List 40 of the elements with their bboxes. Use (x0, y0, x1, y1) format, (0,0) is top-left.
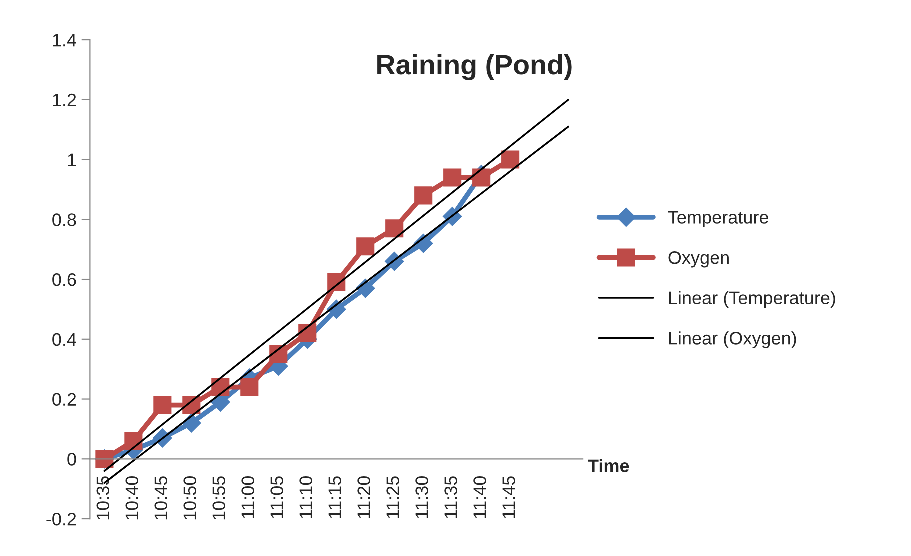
point (298, 324, 317, 342)
y-tick-label: 0.8 (52, 214, 76, 226)
y-tick-label: 0 (68, 453, 76, 466)
x-tick-label: 10:35 (96, 476, 110, 520)
legend-label: Linear (Temperature) (669, 291, 836, 308)
x-tick-label: 11:30 (416, 476, 428, 518)
point (444, 168, 462, 187)
point (124, 432, 143, 450)
x-tick-label: 10:45 (154, 476, 168, 520)
y-tick-label: 0.4 (52, 333, 76, 346)
x-tick-label: 11:45 (502, 476, 516, 518)
x-axis-title: Time (588, 459, 630, 472)
x-tick-label: 10:55 (212, 476, 226, 520)
y-tick-label: -0.2 (46, 512, 76, 526)
x-tick-label: 10:50 (184, 476, 197, 520)
point (414, 186, 433, 205)
legend-label: Oxygen (668, 251, 729, 268)
x-tick-label: 11:35 (444, 476, 458, 518)
point (472, 168, 491, 187)
legend-label: Temperature (668, 211, 768, 228)
x-tick-label: 11:10 (300, 476, 312, 518)
y-tick-label: 1.2 (53, 94, 76, 106)
legend-label: Linear (Oxygen) (669, 332, 796, 348)
x-tick-label: 11:40 (474, 476, 486, 518)
x-tick-label: 11:20 (358, 476, 370, 518)
chart-title: Raining (Pond) (378, 54, 572, 80)
point (386, 220, 404, 238)
y-tick-label: 1 (68, 154, 76, 166)
x-tick-label: 11:05 (270, 476, 284, 518)
point (502, 150, 520, 169)
point (240, 378, 259, 396)
point (356, 238, 375, 256)
y-tick-label: 0.6 (52, 273, 76, 286)
x-tick-label: 11:00 (242, 476, 254, 518)
y-tick-label: 1.4 (53, 34, 76, 47)
point (154, 396, 172, 414)
y-tick-label: 0.2 (52, 393, 76, 406)
x-tick-label: 11:25 (386, 476, 400, 518)
x-tick-label: 10:40 (126, 476, 139, 520)
x-tick-label: 11:15 (328, 476, 342, 518)
